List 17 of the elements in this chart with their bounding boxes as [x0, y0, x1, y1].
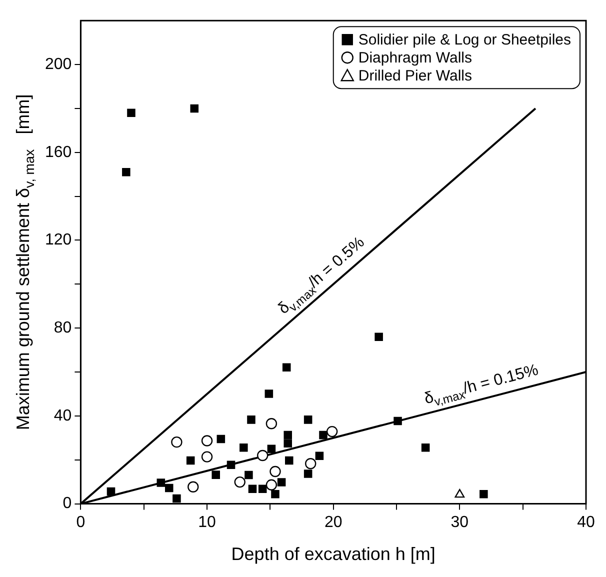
legend-label: Drilled Pier Walls	[358, 68, 472, 85]
x-tick-label: 10	[198, 514, 216, 531]
y-axis-title: Maximum ground settlement δv, max [mm]	[12, 94, 38, 430]
x-tick-label: 30	[450, 514, 469, 531]
y-tick-label: 80	[54, 319, 72, 336]
annotation: δv,max/h = 0.15%	[422, 362, 540, 409]
x-axis-title: Depth of excavation h [m]	[231, 544, 436, 564]
y-tick-label: 160	[44, 144, 72, 161]
y-tick-label: 0	[62, 495, 72, 512]
legend-label: Solidier pile & Log or Sheetpiles	[358, 32, 572, 49]
x-tick-label: 0	[76, 514, 86, 531]
y-tick-label: 40	[54, 407, 72, 424]
legend-label: Diaphragm Walls	[358, 50, 472, 67]
x-tick-label: 20	[324, 514, 342, 531]
x-tick-label: 40	[577, 514, 595, 531]
y-tick-label: 200	[44, 56, 72, 73]
y-tick-label: 120	[44, 232, 72, 249]
